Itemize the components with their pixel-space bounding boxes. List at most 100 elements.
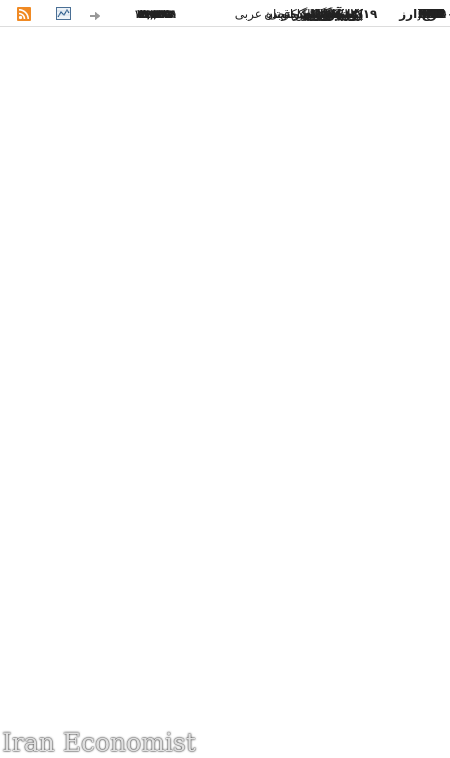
rate-row: CAD دلار کانادا ۳۱,۳۰۵ (0, 6, 450, 380)
currency-code: KWD (418, 7, 447, 22)
currency-name: ریال سعودی (300, 7, 363, 22)
rate-row: HKD دلار هنگ کنگ ۵,۳۵۱ (0, 6, 450, 326)
currency-name: دلار کانادا (316, 7, 363, 22)
currency-code: TRY (418, 7, 441, 22)
rate-row: AED درهم امارات متحده عربی ۱۱,۴۳۷ (0, 6, 450, 217)
currency-code: OMR (418, 7, 447, 22)
currency-name: دینار کویت (310, 7, 363, 22)
currency-code: NOK (418, 7, 445, 22)
currency-code: AED (418, 7, 444, 22)
rate: ۲۸,۵۷۰ (136, 7, 174, 22)
rate-row: SGD دلار سنگاپور ۳۱,۰۰۰ (0, 6, 450, 678)
currency-name: دینار بحرین (307, 7, 363, 22)
rate-row: SYP لیر سوریه ۸۲ (0, 6, 450, 570)
rate: ۴۲,۰۰۰ (136, 7, 174, 22)
currency-code: RUB (418, 7, 444, 22)
currency-code: SGD (418, 7, 445, 22)
currency-code: QAR (418, 7, 444, 22)
currency-name: کرون دانمارک (293, 7, 363, 22)
currency-code: AUD (418, 7, 445, 22)
currency-name: روپیه هند (317, 7, 363, 22)
currency-code: JPY۱۰۰ (418, 7, 450, 22)
rate: ۱۳۸,۱۵۸ (133, 7, 177, 22)
currency-code: SYP (418, 7, 441, 22)
rate: ۶,۳۲۴ (140, 7, 170, 22)
currency-code: SAR (418, 7, 443, 22)
rate-row: OMR ریال عمان ۱۰۹,۲۳۶ (0, 6, 450, 353)
currency-name: درهم امارات متحده عربی (234, 7, 363, 22)
chart-icon[interactable] (56, 7, 71, 22)
currency-name: دلار سنگاپور (301, 7, 363, 22)
currency-code: ZAR (418, 7, 443, 22)
rate-row: NOK کرون نروژ ۴,۸۰۵ (0, 6, 450, 136)
rate: ۱۱,۵۳۹ (136, 7, 174, 22)
rate: ۱۱,۲۰۱ (136, 7, 174, 22)
rate: ۸۲ (148, 7, 162, 22)
currency-code: CAD (418, 7, 444, 22)
rate: ۳۱,۳۰۵ (136, 7, 174, 22)
rate-row: TRY لیر ترکیه ۷,۷۲۴ (0, 6, 450, 461)
rate: ۵,۳۵۱ (140, 7, 170, 22)
rate-row: QAR ریال قطر ۱۱,۵۳۹ (0, 6, 450, 516)
rate-row: IQD۱۰۰ یکصد دینار عراق ۳,۵۰۰ (0, 6, 450, 543)
rss-icon[interactable] (17, 6, 31, 23)
rate-row: PKR۱۰۰ یکصد روپیه پاکستان ۳۰,۰۴۶ (0, 6, 450, 271)
watermark: Iran Economist (2, 728, 196, 757)
rate-row: DKK کرون دانمارک ۶,۳۲۴ (0, 6, 450, 163)
rate-row: KWD دینار کویت ۱۳۸,۱۵۸ (0, 6, 450, 244)
currency-name: لیر ترکیه (319, 7, 363, 22)
rate: ۱۰۹,۲۳۶ (133, 7, 177, 22)
currency-code: SEK (418, 7, 442, 22)
rate: ۳,۵۰۰ (140, 7, 170, 22)
currency-name: یکصد روپیه پاکستان (264, 7, 363, 22)
currency-name: لیر سوریه (313, 7, 363, 22)
currency-code: USD (418, 7, 444, 22)
header-date: ۱۳۹۷/۱۲/۱۹ (310, 7, 378, 21)
currency-name: دلار نیوزیلند (305, 7, 363, 22)
rate-row: RUB روبل روسیه ۶۳۴ (0, 6, 450, 488)
currency-name: دلار آمریکا (311, 7, 363, 22)
table-header: نرخ ارز ۱۳۹۷/۱۲/۱۹ (0, 0, 450, 27)
currency-name: یکصد ین ژاپن (294, 7, 363, 22)
currency-name: فرانک سوئیس (290, 7, 363, 22)
rate-row: SEK کرون سوئد ۴,۴۵۳ (0, 6, 450, 108)
rate: ۲۹,۵۹۹ (136, 7, 174, 22)
header-title: نرخ ارز (399, 7, 442, 21)
currency-code: BHD (418, 7, 445, 22)
arrow-icon (90, 10, 100, 22)
rate: ۱۱,۴۳۷ (136, 7, 174, 22)
currency-name: یکصد دینار عراق (280, 7, 363, 22)
rate-row: ZAR راند آفریقای جنوبی ۲,۹۱۰ (0, 6, 450, 434)
currency-code: NZD (418, 7, 445, 22)
rate: ۴,۴۵۳ (140, 7, 170, 22)
rate: ۶۰۱ (145, 7, 165, 22)
rate: ۵۴,۶۶۷ (136, 7, 174, 22)
rate: ۶۳۴ (145, 7, 165, 22)
rate: ۷,۷۲۴ (140, 7, 170, 22)
rate-row: GBP پوند انگلیس ۵۴,۶۶۷ (0, 6, 450, 54)
currency-name: ریال قطر (315, 7, 363, 22)
rate: ۳۷,۷۸۲ (136, 7, 174, 22)
currency-code: PKR۱۰۰ (418, 7, 450, 22)
currency-name: کرون سوئد (306, 7, 363, 22)
currency-code: GBP (418, 7, 443, 22)
rate: ۴,۸۰۵ (140, 7, 170, 22)
rate-row: BHD دینار بحرین ۱۱۱,۷۰۵ (0, 6, 450, 651)
rate-row: NZD دلار نیوزیلند ۲۸,۵۷۰ (0, 6, 450, 407)
currency-code: HKD (418, 7, 445, 22)
currency-code: CHF (418, 7, 443, 22)
currency-name: پوند انگلیس (303, 7, 363, 22)
rate: ۳۱,۰۰۰ (136, 7, 174, 22)
rate-row: CHF فرانک سوئیس ۴۱,۶۷۰ (0, 6, 450, 81)
currency-code: IQD۱۰۰ (418, 7, 450, 22)
currency-name: کرون نروژ (310, 7, 363, 22)
rate: ۲,۹۱۰ (140, 7, 170, 22)
currency-name: راند آفریقای جنوبی (267, 7, 363, 22)
rate-row: AUD دلار استرالیا ۲۹,۵۹۹ (0, 6, 450, 597)
currency-code: INR (418, 7, 439, 22)
rate: ۳۰,۰۴۶ (136, 7, 174, 22)
currency-name: ریال عمان (311, 7, 363, 22)
rate: ۱۱۱,۷۰۵ (133, 7, 177, 22)
rate: ۴۱,۶۷۰ (136, 7, 174, 22)
